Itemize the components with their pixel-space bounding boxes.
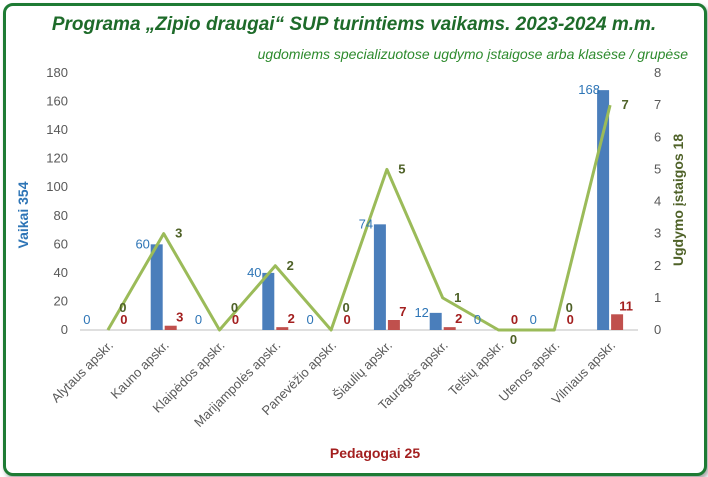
bars — [150, 90, 624, 330]
bar-label-vaikai: 0 — [195, 312, 202, 327]
line-ugdymo-istaigos — [106, 104, 612, 332]
right-tick-label: 0 — [654, 322, 661, 337]
left-tick-label: 0 — [61, 322, 68, 337]
category-label: Telšių apskr. — [445, 338, 506, 399]
right-tick-label: 4 — [654, 194, 661, 209]
bar-label-pedagogai: 3 — [176, 310, 183, 325]
right-tick-label: 8 — [654, 65, 661, 80]
left-tick-label: 140 — [46, 122, 68, 137]
bar-pedagogai — [443, 327, 456, 330]
line-label: 0 — [231, 300, 238, 315]
bar-label-vaikai: 0 — [474, 312, 481, 327]
line-label: 0 — [566, 300, 573, 315]
bar-label-pedagogai: 0 — [567, 312, 574, 327]
line-label: 5 — [398, 161, 405, 176]
right-tick-label: 7 — [654, 97, 661, 112]
bar-label-vaikai: 74 — [359, 216, 373, 231]
right-tick-label: 2 — [654, 258, 661, 273]
line-label: 0 — [119, 300, 126, 315]
x-axis-label: Pedagogai 25 — [330, 445, 420, 461]
bar-label-pedagogai: 7 — [399, 304, 406, 319]
bar-label-vaikai: 0 — [530, 312, 537, 327]
bar-vaikai — [597, 90, 610, 330]
bar-label-pedagogai: 0 — [120, 312, 127, 327]
bar-label-vaikai: 0 — [306, 312, 313, 327]
y-axis-label-right: Ugdymo įstaigos 18 — [670, 134, 686, 266]
bar-pedagogai — [164, 325, 177, 330]
line-label: 3 — [175, 226, 182, 241]
left-tick-label: 20 — [54, 293, 68, 308]
chart-subtitle: ugdomiems specializuotose ugdymo įstaigo… — [257, 46, 688, 62]
y-axis-label-left: Vaikai 354 — [15, 181, 31, 248]
bar-vaikai — [429, 312, 442, 330]
right-tick-label: 1 — [654, 290, 661, 305]
left-tick-label: 80 — [54, 208, 68, 223]
left-tick-label: 180 — [46, 65, 68, 80]
category-label: Alytaus apskr. — [48, 338, 116, 406]
bar-label-vaikai: 168 — [578, 82, 600, 97]
left-tick-label: 160 — [46, 94, 68, 109]
bar-label-pedagogai: 11 — [619, 298, 633, 313]
right-tick-label: 6 — [654, 129, 661, 144]
bar-label-vaikai: 12 — [414, 305, 428, 320]
line-label: 0 — [342, 300, 349, 315]
category-labels: Alytaus apskr.Kauno apskr.Klaipėdos apsk… — [48, 338, 618, 430]
line-label: 2 — [287, 258, 294, 273]
left-tick-label: 60 — [54, 236, 68, 251]
bar-label-pedagogai: 2 — [455, 311, 462, 326]
bar-label-pedagogai: 0 — [343, 312, 350, 327]
bar-pedagogai — [276, 327, 289, 330]
bar-label-vaikai: 60 — [135, 236, 149, 251]
line-label: 0 — [510, 332, 517, 347]
bar-label-vaikai: 40 — [247, 265, 261, 280]
left-tick-label: 40 — [54, 265, 68, 280]
chart-title: Programa „Zipio draugai“ SUP turintiems … — [51, 14, 657, 35]
bar-label-pedagogai: 0 — [232, 312, 239, 327]
bar-vaikai — [150, 244, 163, 330]
line-series — [106, 104, 612, 332]
line-label: 1 — [454, 290, 461, 305]
bar-label-pedagogai: 2 — [288, 311, 295, 326]
bar-vaikai — [373, 224, 386, 330]
right-tick-label: 5 — [654, 161, 661, 176]
left-tick-label: 120 — [46, 151, 68, 166]
bar-label-vaikai: 0 — [83, 312, 90, 327]
bar-vaikai — [262, 272, 275, 330]
right-axis-ticks: 0 1 2 3 4 5 6 7 8 — [654, 65, 661, 337]
bar-pedagogai — [611, 314, 624, 330]
left-tick-label: 100 — [46, 179, 68, 194]
line-label: 7 — [621, 97, 628, 112]
right-tick-label: 3 — [654, 226, 661, 241]
left-axis-ticks: 0 20 40 60 80 100 120 140 160 180 — [46, 65, 68, 337]
chart-frame — [3, 3, 707, 476]
bar-pedagogai — [387, 320, 400, 330]
bar-label-pedagogai: 0 — [511, 312, 518, 327]
